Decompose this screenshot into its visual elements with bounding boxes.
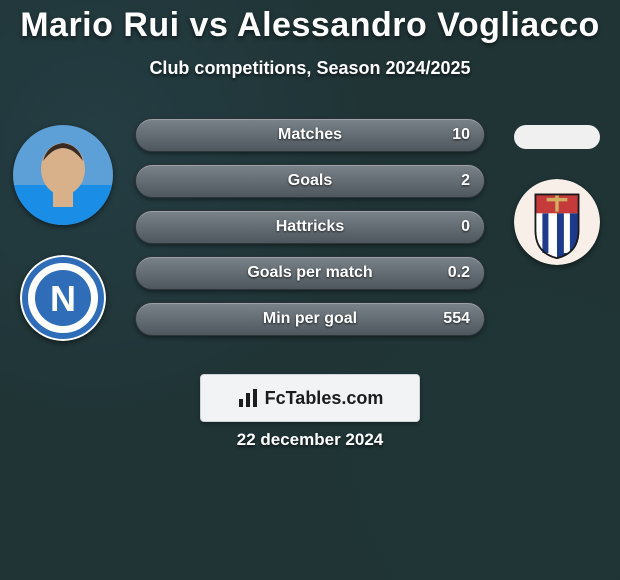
stat-right-value: 554: [443, 310, 470, 328]
stat-right-value: 0: [461, 218, 470, 236]
stat-label: Hattricks: [136, 218, 484, 236]
stat-row-goals: Goals 2: [135, 164, 485, 198]
stat-label: Min per goal: [136, 310, 484, 328]
player1-avatar-svg: [13, 125, 113, 225]
date-label: 22 december 2024: [0, 430, 620, 450]
stat-right-value: 2: [461, 172, 470, 190]
stat-right-value: 10: [452, 126, 470, 144]
brand-card[interactable]: FcTables.com: [200, 374, 420, 422]
stat-right-value: 0.2: [448, 264, 470, 282]
svg-text:N: N: [50, 278, 76, 319]
napoli-crest-icon: N: [20, 255, 106, 341]
stat-row-hattricks: Hattricks 0: [135, 210, 485, 244]
left-player-column: N: [8, 125, 118, 341]
stat-row-matches: Matches 10: [135, 118, 485, 152]
bar-chart-icon: [237, 387, 259, 409]
player2-club-crest: [514, 179, 600, 265]
stat-label: Matches: [136, 126, 484, 144]
genoa-crest-icon: [514, 179, 600, 265]
brand-label: FcTables.com: [265, 388, 384, 409]
player1-avatar: [13, 125, 113, 225]
right-player-column: [502, 125, 612, 265]
stat-label: Goals: [136, 172, 484, 190]
subtitle: Club competitions, Season 2024/2025: [0, 58, 620, 79]
stat-row-goals-per-match: Goals per match 0.2: [135, 256, 485, 290]
stat-row-min-per-goal: Min per goal 554: [135, 302, 485, 336]
stat-label: Goals per match: [136, 264, 484, 282]
player2-blank-marker: [514, 125, 600, 149]
stats-list: Matches 10 Goals 2 Hattricks 0 Goals per…: [135, 118, 485, 336]
page-title: Mario Rui vs Alessandro Vogliacco: [0, 6, 620, 45]
comparison-card: Mario Rui vs Alessandro Vogliacco Club c…: [0, 0, 620, 580]
player1-club-crest: N: [20, 255, 106, 341]
